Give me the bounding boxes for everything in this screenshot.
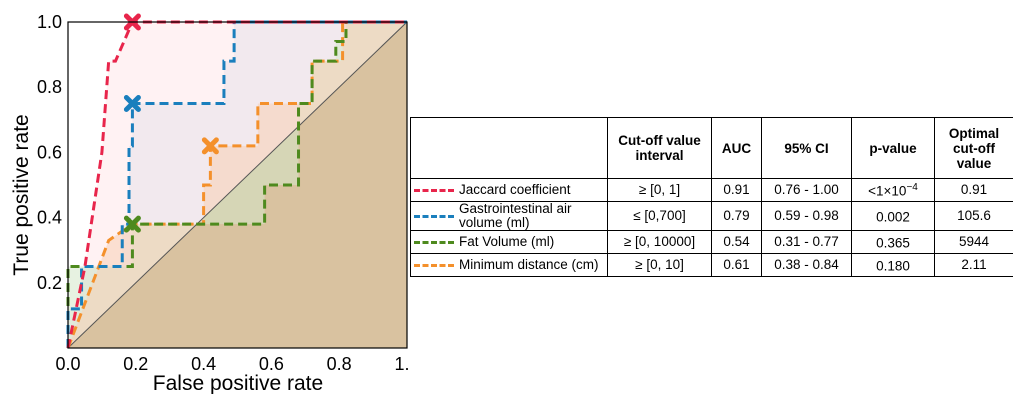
x-tick-label: 0.0: [55, 354, 80, 374]
series-line-3: [66, 20, 407, 349]
optimal-marker-2: [123, 215, 141, 233]
y-tick-label: 0.6: [37, 142, 62, 162]
y-tick-label: 0.2: [37, 273, 62, 293]
p-value: 0.365: [851, 230, 935, 254]
x-tick-label: 0.6: [259, 354, 284, 374]
p-value-base: <1×10: [868, 183, 907, 199]
legend-swatch-gi-air: [414, 214, 454, 218]
table-row: Gastrointestinal air volume (ml) ≤ [0,70…: [410, 201, 1013, 231]
cutoff-interval: ≥ [0, 1]: [607, 178, 712, 202]
row-label: Jaccard coefficient: [459, 182, 571, 197]
p-value: 0.180: [851, 253, 935, 277]
ci-value: 0.38 - 0.84: [761, 253, 852, 277]
p-value: 0.002: [851, 201, 935, 231]
ci-value: 0.59 - 0.98: [761, 201, 852, 231]
row-label-cell: Fat Volume (ml): [410, 230, 608, 254]
x-axis-label: False positive rate: [153, 372, 323, 394]
optimal-value: 0.91: [934, 178, 1013, 202]
row-label-cell: Gastrointestinal air volume (ml): [410, 201, 608, 231]
auc-value: 0.61: [711, 253, 762, 277]
optimal-marker-1: [123, 95, 141, 112]
cutoff-interval: ≥ [0, 10000]: [607, 230, 712, 254]
optimal-value: 5944: [934, 230, 1013, 254]
ci-value: 0.76 - 1.00: [761, 178, 852, 202]
row-label: Fat Volume (ml): [459, 234, 555, 249]
x-tick-label: 0.2: [123, 354, 148, 374]
table-row: Jaccard coefficient ≥ [0, 1] 0.91 0.76 -…: [410, 178, 1013, 202]
y-axis-label: True positive rate: [10, 114, 33, 275]
y-tick-label: 1.0: [37, 12, 62, 32]
p-value: <1×10−4: [851, 178, 935, 202]
header-auc: AUC: [711, 117, 762, 179]
legend-swatch-fat: [414, 240, 454, 244]
auc-value: 0.79: [711, 201, 762, 231]
chance-diagonal: [67, 21, 408, 349]
y-tick-label: 0.4: [37, 208, 62, 228]
marker-stroke: [123, 95, 141, 112]
header-optimal: Optimal cut-off value: [934, 117, 1013, 179]
series-line-2: [66, 20, 407, 348]
table-row: Minimum distance (cm) ≥ [0, 10] 0.61 0.3…: [410, 253, 1013, 277]
table-header-row: Cut-off value interval AUC 95% CI p-valu…: [410, 117, 1013, 179]
results-table: Cut-off value interval AUC 95% CI p-valu…: [410, 117, 1013, 277]
row-label: Gastrointestinal air volume (ml): [459, 201, 572, 230]
header-blank: [410, 117, 608, 179]
x-tick-label: 0.4: [191, 354, 216, 374]
cutoff-interval: ≥ [0, 10]: [607, 253, 712, 277]
marker-stroke: [201, 137, 219, 155]
tick-labels: 0.0 0.2 0.4 0.6 0.8 1.0 0.2 0.4 0.6 0.8 1.0: [37, 12, 410, 374]
diagonal-line: [67, 21, 408, 349]
y-tick-label: 0.8: [37, 77, 62, 97]
p-value-base: 0.365: [876, 235, 910, 251]
plot-frame: [67, 21, 408, 349]
x-tick-label: 0.8: [327, 354, 352, 374]
p-value-exponent: −4: [906, 182, 918, 194]
header-ci: 95% CI: [761, 117, 852, 179]
row-label-cell: Minimum distance (cm): [410, 253, 608, 277]
axes: [67, 21, 408, 349]
x-tick-label: 1.0: [394, 354, 410, 374]
header-cutoff: Cut-off value interval: [607, 117, 712, 179]
marker-stroke: [123, 215, 141, 233]
header-p-value: p-value: [851, 117, 935, 179]
cutoff-interval: ≤ [0,700]: [607, 201, 712, 231]
p-value-base: 0.180: [876, 258, 910, 274]
auc-value: 0.54: [711, 230, 762, 254]
legend-swatch-jaccard: [414, 188, 454, 192]
optimal-value: 2.11: [934, 253, 1013, 277]
roc-chart: 0.0 0.2 0.4 0.6 0.8 1.0 0.2 0.4 0.6 0.8 1.0 False …: [10, 12, 410, 394]
optimal-value: 105.6: [934, 201, 1013, 231]
auc-value: 0.91: [711, 178, 762, 202]
table-row: Fat Volume (ml) ≥ [0, 10000] 0.54 0.31 -…: [410, 230, 1013, 254]
legend-swatch-min-distance: [414, 263, 454, 267]
ci-value: 0.31 - 0.77: [761, 230, 852, 254]
row-label: Minimum distance (cm): [459, 257, 599, 272]
optimal-marker-3: [201, 137, 219, 155]
row-label-cell: Jaccard coefficient: [410, 178, 608, 202]
p-value-base: 0.002: [876, 209, 910, 225]
